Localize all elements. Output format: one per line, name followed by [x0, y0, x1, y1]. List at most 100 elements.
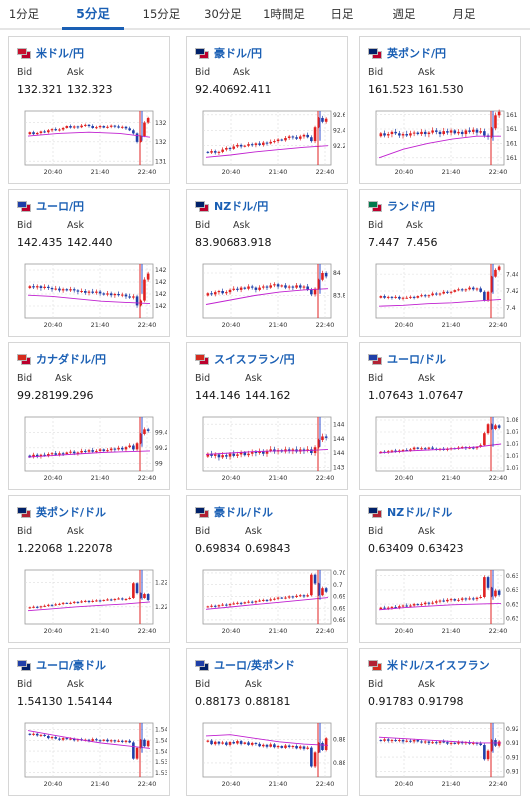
card-header[interactable]: ランド/円	[368, 199, 435, 213]
card-header[interactable]: NZドル/円	[195, 199, 268, 213]
card-header[interactable]: 米ドル/スイスフラン	[368, 658, 490, 672]
card-header[interactable]: 英ポンド/円	[368, 46, 446, 60]
candle-body	[390, 740, 394, 742]
candle-body	[453, 599, 457, 601]
ask-value: 161.530	[418, 83, 464, 96]
candle-body	[243, 742, 247, 744]
candle-body	[65, 289, 69, 291]
candle-body	[102, 599, 106, 601]
candle-body	[254, 742, 258, 744]
currency-card[interactable]: NZドル/円 Bid Ask 83.906 83.918 20:40 21:40 22:40 8…	[186, 189, 348, 337]
y-tick-label: 1.544	[155, 727, 167, 734]
currency-card[interactable]: 豪ドル/円 Bid Ask 92.406 92.411 20:40 21:40 22:40 92…	[186, 36, 348, 184]
x-tick-label: 20:40	[44, 627, 63, 635]
candle-body	[398, 740, 401, 742]
candle-body	[457, 289, 460, 291]
card-header[interactable]: カナダドル/円	[17, 352, 106, 366]
pair-name[interactable]: 豪ドル/ドル	[214, 506, 274, 519]
candle-body	[109, 740, 113, 742]
candle-body	[383, 739, 386, 741]
candle-body	[295, 746, 298, 749]
ask-label: Ask	[233, 220, 250, 231]
candle-body	[120, 126, 124, 128]
pair-name[interactable]: NZドル/ドル	[387, 506, 453, 519]
currency-card[interactable]: 米ドル/スイスフラン Bid Ask 0.91783 0.91798 20:40 21:40…	[359, 648, 521, 796]
tab-4[interactable]: 1時間足	[263, 7, 305, 21]
tab-5[interactable]: 日足	[330, 7, 354, 21]
candle-body	[258, 143, 261, 145]
candle-body	[54, 288, 58, 290]
candle-body	[84, 600, 87, 602]
candle-body	[416, 604, 420, 606]
card-header[interactable]: ユーロ/ドル	[368, 352, 446, 366]
bid-label: Bid	[368, 220, 384, 231]
candle-body	[302, 595, 306, 597]
currency-card[interactable]: 米ドル/円 Bid Ask 132.321 132.323 20:40 21:40 22:40…	[8, 36, 170, 184]
candle-body	[217, 291, 221, 293]
card-header[interactable]: ユーロ/英ポンド	[195, 658, 295, 672]
currency-grid: 米ドル/円 Bid Ask 132.321 132.323 20:40 21:40 22:40…	[0, 30, 530, 810]
card-header[interactable]: 豪ドル/円	[195, 46, 262, 60]
currency-card[interactable]: 豪ドル/ドル Bid Ask 0.69834 0.69843 20:40 21:40 22:4…	[186, 495, 348, 643]
currency-card[interactable]: スイスフラン/円 Bid Ask 144.146 144.162 20:40 21:40 22…	[186, 342, 348, 490]
candle-body	[310, 449, 313, 453]
candle-body	[438, 131, 442, 135]
pair-name[interactable]: 米ドル/スイスフラン	[387, 659, 490, 672]
card-header[interactable]: スイスフラン/円	[195, 352, 295, 366]
card-header[interactable]: 豪ドル/ドル	[195, 505, 273, 519]
currency-card[interactable]: ランド/円 Bid Ask 7.447 7.456 20:40 21:40 22:40 7.4 7…	[359, 189, 521, 337]
card-header[interactable]: ユーロ/円	[17, 199, 84, 213]
candle-body	[50, 288, 54, 290]
plot-frame	[202, 569, 332, 625]
candle-body	[446, 291, 449, 293]
card-header[interactable]: NZドル/ドル	[368, 505, 452, 519]
flag-icon	[195, 506, 209, 518]
card-header[interactable]: 米ドル/円	[17, 46, 84, 60]
currency-card[interactable]: 英ポンド/ドル Bid Ask 1.22068 1.22078 20:40 21:40 22:…	[8, 495, 170, 643]
pair-name[interactable]: 豪ドル/円	[214, 47, 263, 60]
candle-body	[109, 293, 113, 296]
candle-body	[102, 739, 106, 741]
base-flag-icon	[368, 506, 378, 514]
tab-0[interactable]: 1分足	[8, 7, 40, 21]
candle-body	[239, 452, 243, 455]
pair-name[interactable]: ユーロ/円	[36, 200, 85, 213]
pair-name[interactable]: スイスフラン/円	[214, 353, 295, 366]
candle-body	[262, 744, 265, 747]
pair-name[interactable]: 英ポンド/ドル	[36, 506, 107, 519]
tab-6[interactable]: 週足	[392, 7, 416, 21]
pair-name[interactable]: ユーロ/豪ドル	[36, 659, 107, 672]
candle-body	[84, 124, 87, 126]
currency-card[interactable]: カナダドル/円 Bid Ask 99.281 99.296 20:40 21:40 22:40…	[8, 342, 170, 490]
pair-name[interactable]: ユーロ/英ポンド	[214, 659, 296, 672]
candle-body	[32, 733, 35, 735]
flag-icon	[17, 506, 31, 518]
pair-name[interactable]: カナダドル/円	[36, 353, 107, 366]
currency-card[interactable]: ユーロ/豪ドル Bid Ask 1.54130 1.54144 20:40 21:40 22:…	[8, 648, 170, 796]
card-header[interactable]: 英ポンド/ドル	[17, 505, 106, 519]
currency-card[interactable]: NZドル/ドル Bid Ask 0.63409 0.63423 20:40 21:40 22:…	[359, 495, 521, 643]
currency-card[interactable]: ユーロ/英ポンド Bid Ask 0.88173 0.88181 20:40 21:40 22…	[186, 648, 348, 796]
candle-body	[239, 602, 243, 604]
tab-2[interactable]: 15分足	[142, 7, 181, 21]
candle-body	[87, 450, 91, 452]
currency-card[interactable]: 英ポンド/円 Bid Ask 161.523 161.530 20:40 21:40 22:4…	[359, 36, 521, 184]
card-header[interactable]: ユーロ/豪ドル	[17, 658, 106, 672]
pair-name[interactable]: 英ポンド/円	[387, 47, 447, 60]
candle-body	[120, 294, 124, 296]
candle-body	[394, 606, 397, 608]
tab-7[interactable]: 月足	[452, 7, 476, 21]
tab-1[interactable]: 5分足	[62, 0, 124, 30]
currency-card[interactable]: ユーロ/円 Bid Ask 142.435 142.440 20:40 21:40 22:40…	[8, 189, 170, 337]
currency-card[interactable]: ユーロ/ドル Bid Ask 1.07643 1.07647 20:40 21:40 22:4…	[359, 342, 521, 490]
candle-body	[464, 598, 468, 600]
tab-3[interactable]: 30分足	[204, 7, 242, 21]
pair-name[interactable]: ユーロ/ドル	[387, 353, 447, 366]
candle-body	[324, 738, 328, 750]
pair-name[interactable]: ランド/円	[387, 200, 436, 213]
y-tick-label: 92.4	[333, 127, 345, 134]
candle-body	[91, 126, 94, 128]
pair-name[interactable]: 米ドル/円	[36, 47, 85, 60]
pair-name[interactable]: NZドル/円	[214, 200, 269, 213]
candle-body	[291, 746, 295, 748]
